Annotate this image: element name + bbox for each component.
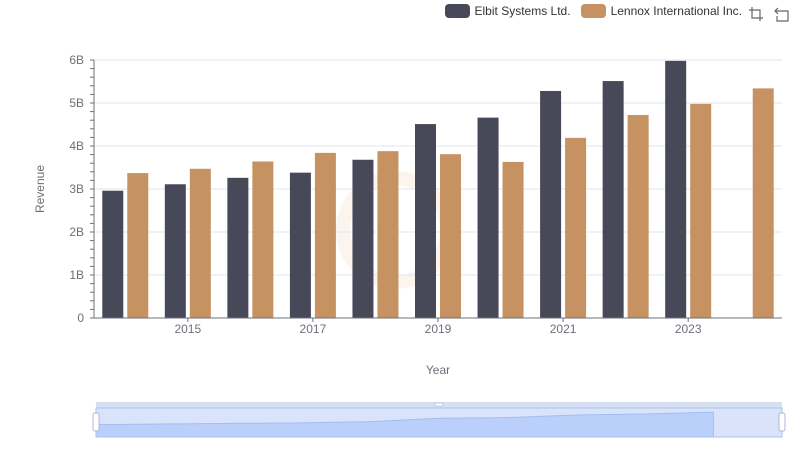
legend-swatch	[580, 4, 606, 18]
bar-elbit-systems-ltd-2022	[602, 81, 624, 318]
axis-labels: 0 1B 2B 3B 4B 5B 6B 2015 2017 2019 2021 2023 Year Rev…	[33, 53, 702, 377]
y-tick-label: 1B	[69, 268, 84, 282]
x-axis-title: Year	[426, 363, 450, 377]
legend-label: Elbit Systems Ltd.	[474, 4, 571, 18]
bar-lennox-international-inc-2020	[502, 161, 524, 318]
bar-lennox-international-inc-2024	[752, 88, 774, 318]
x-tick-label: 2021	[550, 322, 577, 336]
data-zoom-slider[interactable]	[92, 402, 786, 438]
bar-elbit-systems-ltd-2023	[665, 60, 687, 319]
y-tick-label: 2B	[69, 225, 84, 239]
bar-elbit-systems-ltd-2020	[477, 117, 499, 319]
x-tick-label: 2019	[425, 322, 452, 336]
y-tick-label: 5B	[69, 96, 84, 110]
data-zoom-selection	[95, 407, 783, 438]
bar-elbit-systems-ltd-2014	[102, 190, 124, 318]
y-tick-label: 4B	[69, 139, 84, 153]
bar-elbit-systems-ltd-2018	[352, 159, 374, 318]
bar-elbit-systems-ltd-2021	[540, 90, 562, 319]
bar-elbit-systems-ltd-2017	[289, 172, 311, 318]
data-zoom-preview-area	[95, 411, 714, 438]
x-tick-label: 2023	[675, 322, 702, 336]
bar-elbit-systems-ltd-2015	[164, 184, 186, 318]
bar-lennox-international-inc-2016	[252, 161, 274, 318]
bars-group	[102, 60, 774, 319]
axes	[90, 59, 782, 322]
data-zoom-handle-left[interactable]	[92, 412, 100, 432]
bar-lennox-international-inc-2019	[440, 154, 461, 318]
bar-lennox-international-inc-2014	[127, 173, 149, 318]
legend: Elbit Systems Ltd. Lennox International I…	[444, 4, 742, 18]
bar-elbit-systems-ltd-2019	[415, 124, 436, 318]
bar-elbit-systems-ltd-2016	[227, 177, 249, 318]
bar-lennox-international-inc-2021	[565, 137, 587, 318]
data-zoom-grip	[434, 402, 444, 407]
x-tick-label: 2017	[300, 322, 327, 336]
bar-lennox-international-inc-2015	[189, 168, 211, 318]
data-zoom-handle-right[interactable]	[778, 412, 786, 432]
x-tick-label: 2015	[174, 322, 201, 336]
legend-item-1[interactable]: Lennox International Inc.	[580, 4, 742, 18]
bar-lennox-international-inc-2022	[627, 115, 649, 318]
bar-lennox-international-inc-2017	[314, 152, 336, 318]
y-tick-label: 6B	[69, 53, 84, 67]
legend-item-0[interactable]: Elbit Systems Ltd.	[444, 4, 571, 18]
legend-swatch	[444, 4, 470, 18]
y-tick-label: 3B	[69, 182, 84, 196]
y-tick-label: 0	[77, 311, 84, 325]
y-axis-title: Revenue	[33, 165, 47, 213]
bar-lennox-international-inc-2018	[377, 151, 399, 318]
toolbox	[748, 6, 790, 22]
zoom-icon[interactable]	[748, 6, 764, 22]
restore-icon[interactable]	[774, 6, 790, 22]
legend-label: Lennox International Inc.	[610, 4, 742, 18]
bar-lennox-international-inc-2023	[690, 103, 712, 318]
